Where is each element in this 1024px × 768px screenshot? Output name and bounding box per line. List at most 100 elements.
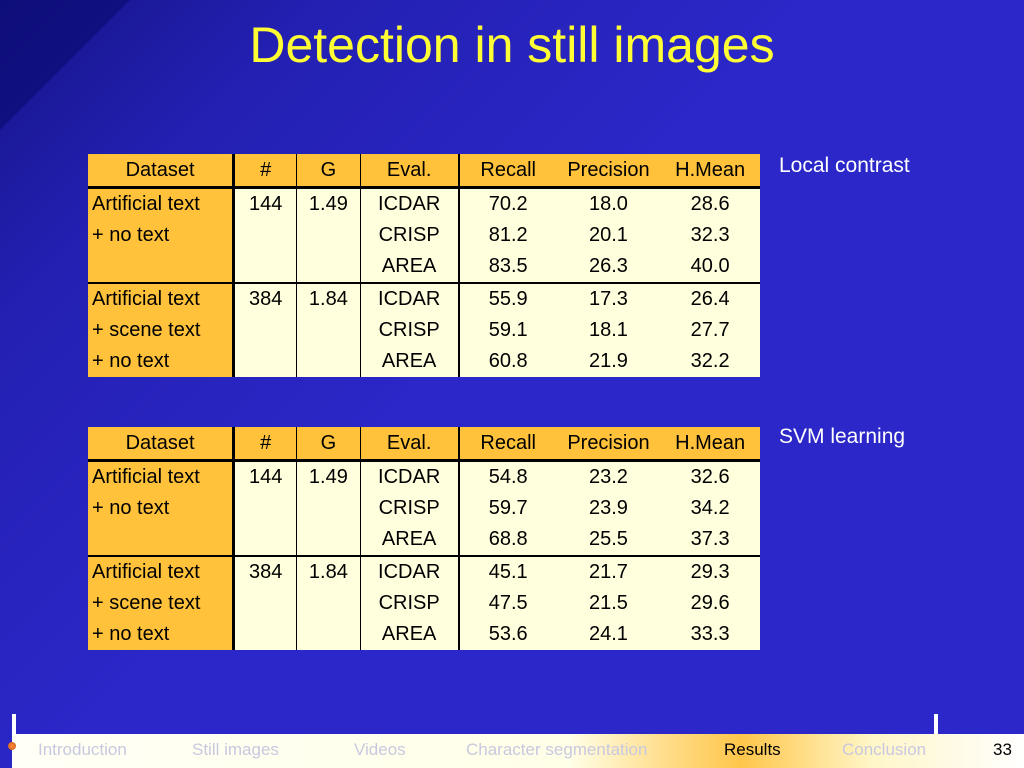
cell-g: 1.84 bbox=[296, 282, 361, 315]
table-row: + no text CRISP 81.2 20.1 32.3 bbox=[88, 220, 760, 251]
cell-dataset: Artificial text bbox=[88, 555, 236, 588]
cell-count: 384 bbox=[233, 555, 298, 588]
column-header-g: G bbox=[296, 154, 361, 189]
column-header-hmean: H.Mean bbox=[660, 427, 760, 462]
column-header-recall: Recall bbox=[458, 427, 557, 462]
cell-g: 1.49 bbox=[296, 460, 361, 493]
table-row: AREA 68.8 25.5 37.3 bbox=[88, 524, 760, 556]
cell-eval: CRISP bbox=[360, 493, 460, 524]
cell-dataset: + no text bbox=[88, 346, 236, 377]
cell-g bbox=[296, 251, 361, 283]
cell-precision: 18.0 bbox=[588, 193, 628, 215]
cell-hmean: 40.0 bbox=[690, 255, 730, 277]
nav-link-videos[interactable]: Videos bbox=[354, 740, 406, 759]
table-body: Artificial text 144 1.49 ICDAR 70.2 18.0 28.6 +… bbox=[88, 187, 760, 377]
cell-precision: 21.9 bbox=[588, 350, 628, 372]
nav-link-still-images[interactable]: Still images bbox=[192, 740, 279, 759]
cell-hmean: 32.6 bbox=[690, 466, 730, 488]
cell-dataset: + scene text bbox=[88, 315, 236, 346]
cell-hmean: 33.3 bbox=[690, 623, 730, 645]
table-label-local-contrast: Local contrast bbox=[779, 154, 910, 177]
cell-g: 1.84 bbox=[296, 555, 361, 588]
cell-eval: ICDAR bbox=[360, 187, 460, 220]
cell-count bbox=[233, 220, 298, 251]
cell-dataset: + no text bbox=[88, 493, 236, 524]
cell-hmean: 32.2 bbox=[690, 350, 730, 372]
cell-precision: 21.5 bbox=[588, 592, 628, 614]
cell-precision: 21.7 bbox=[556, 555, 661, 588]
cell-g bbox=[296, 346, 361, 377]
cell-dataset: + no text bbox=[88, 619, 236, 650]
cell-count bbox=[233, 524, 298, 556]
nav-link-character-segmentation[interactable]: Character segmentation bbox=[466, 740, 648, 759]
table-header-row: Dataset # G Eval. Recall Precision H.Mean bbox=[88, 154, 760, 189]
cell-recall: 59.7 bbox=[488, 497, 528, 519]
bullet-dot-icon bbox=[8, 742, 16, 750]
cell-hmean: 28.6 bbox=[690, 193, 730, 215]
cell-recall: 55.9 bbox=[458, 282, 557, 315]
cell-hmean: 27.7 bbox=[690, 319, 730, 341]
results-table-svm-learning: Dataset # G Eval. Recall Precision H.Mean Arti… bbox=[88, 427, 760, 650]
table-header-row: Dataset # G Eval. Recall Precision H.Mean bbox=[88, 427, 760, 462]
cell-dataset bbox=[88, 251, 236, 283]
cell-count: 144 bbox=[233, 460, 298, 493]
cell-g bbox=[296, 588, 361, 619]
cell-precision: 18.1 bbox=[588, 319, 628, 341]
cell-recall: 70.2 bbox=[488, 193, 528, 215]
cell-recall: 81.2 bbox=[488, 224, 528, 246]
cell-eval: AREA bbox=[360, 524, 460, 556]
slide-title: Detection in still images bbox=[249, 17, 775, 73]
results-table-local-contrast: Dataset # G Eval. Recall Precision H.Mean Arti… bbox=[88, 154, 760, 377]
cell-recall: 68.8 bbox=[488, 528, 528, 550]
table-row: + scene text CRISP 59.1 18.1 27.7 bbox=[88, 315, 760, 346]
cell-hmean: 32.3 bbox=[690, 224, 730, 246]
cell-hmean: 37.3 bbox=[690, 528, 730, 550]
cell-count: 144 bbox=[233, 187, 298, 220]
table-body: Artificial text 144 1.49 ICDAR 54.8 23.2 32.6 +… bbox=[88, 460, 760, 650]
cell-eval: CRISP bbox=[360, 315, 460, 346]
cell-precision: 23.9 bbox=[588, 497, 628, 519]
cell-recall: 53.6 bbox=[488, 623, 528, 645]
cell-eval: AREA bbox=[360, 346, 460, 377]
column-header-recall: Recall bbox=[458, 154, 557, 189]
cell-g: 1.49 bbox=[296, 187, 361, 220]
cell-g bbox=[296, 315, 361, 346]
cell-precision: 23.2 bbox=[588, 466, 628, 488]
column-header-hmean: H.Mean bbox=[660, 154, 760, 189]
cell-hmean: 29.6 bbox=[690, 592, 730, 614]
cell-eval: ICDAR bbox=[360, 282, 460, 315]
cell-hmean: 29.3 bbox=[660, 555, 760, 588]
column-header-precision: Precision bbox=[556, 154, 661, 189]
cell-precision: 20.1 bbox=[588, 224, 628, 246]
page-number: 33 bbox=[993, 740, 1012, 759]
column-header-precision: Precision bbox=[556, 427, 661, 462]
cell-recall: 59.1 bbox=[488, 319, 528, 341]
cell-eval: CRISP bbox=[360, 220, 460, 251]
nav-link-conclusion[interactable]: Conclusion bbox=[842, 740, 927, 759]
cell-dataset: Artificial text bbox=[88, 460, 236, 493]
cell-g bbox=[296, 619, 361, 650]
nav-link-introduction[interactable]: Introduction bbox=[38, 740, 127, 759]
cell-count bbox=[233, 346, 298, 377]
cell-dataset: Artificial text bbox=[88, 282, 236, 315]
table-row: + no text AREA 60.8 21.9 32.2 bbox=[88, 346, 760, 377]
cell-eval: ICDAR bbox=[360, 555, 460, 588]
cell-eval: ICDAR bbox=[360, 460, 460, 493]
cell-dataset: Artificial text bbox=[88, 187, 236, 220]
footer-nav-strip bbox=[12, 734, 1024, 768]
nav-link-results[interactable]: Results bbox=[724, 740, 781, 759]
cell-recall: 54.8 bbox=[488, 466, 528, 488]
cell-precision: 17.3 bbox=[556, 282, 661, 315]
table-row: + no text CRISP 59.7 23.9 34.2 bbox=[88, 493, 760, 524]
column-header-dataset: Dataset bbox=[88, 154, 236, 189]
cell-recall: 83.5 bbox=[488, 255, 528, 277]
column-header-count: # bbox=[233, 427, 298, 462]
cell-eval: AREA bbox=[360, 251, 460, 283]
cell-recall: 47.5 bbox=[488, 592, 528, 614]
cell-count bbox=[233, 493, 298, 524]
table-row: + scene text CRISP 47.5 21.5 29.6 bbox=[88, 588, 760, 619]
cell-count bbox=[233, 251, 298, 283]
column-header-eval: Eval. bbox=[360, 427, 460, 462]
cell-count bbox=[233, 588, 298, 619]
